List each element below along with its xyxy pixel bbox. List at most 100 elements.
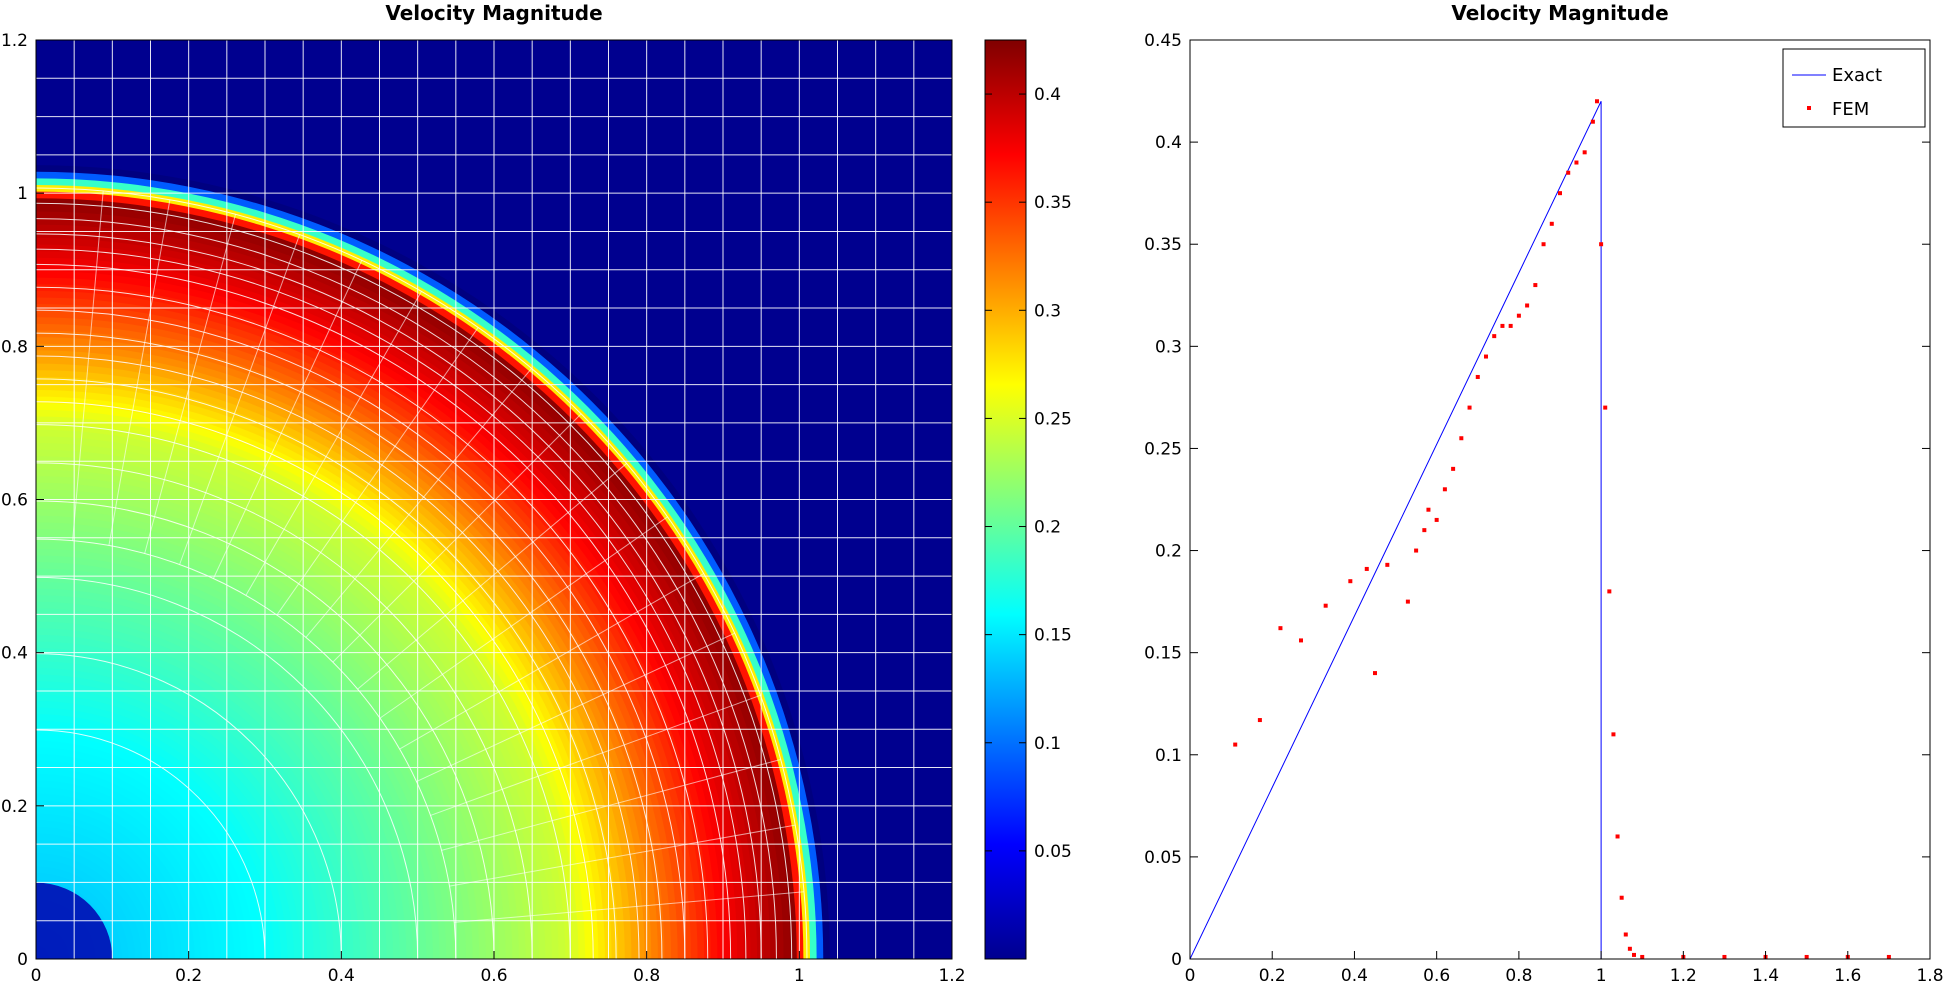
mesh-spoke [276,327,479,616]
fem-point [1257,718,1262,723]
fem-point [1459,436,1464,441]
fem-point [1299,638,1303,643]
fem-point [1323,603,1328,608]
fem-point [1508,323,1513,328]
fem-point [1442,487,1447,492]
right-x-tick-label: 1 [1596,966,1607,986]
fem-point [1804,954,1809,959]
colorbar-tick-label: 0.2 [1034,518,1061,538]
right-y-tick-label: 0.45 [1144,31,1182,51]
colorbar-tick-label: 0.3 [1034,301,1061,321]
mesh-spoke [454,891,805,923]
mesh-spoke [212,260,363,579]
mesh-spoke [441,758,781,851]
colorbar-tick-label: 0.25 [1034,409,1072,429]
right-y-tick-label: 0.3 [1155,337,1182,357]
mesh-ring [36,538,457,959]
right-axes-box [1189,39,1931,960]
left-x-tick-label: 0 [31,966,42,986]
fem-point [1405,599,1410,604]
right-y-tick-label: 0.35 [1144,235,1182,255]
fem-point [1599,242,1604,247]
left-x-tick-label: 0.2 [175,966,202,986]
legend-fem-swatch [1807,106,1811,110]
fem-point [1627,946,1632,951]
left-chart-title: Velocity Magnitude [385,1,602,25]
fem-point [1558,191,1562,196]
right-x-tick-label: 0.4 [1341,966,1368,986]
right-x-tick-label: 0.6 [1423,966,1450,986]
mesh-spoke [416,632,735,783]
colorbar-tick-label: 0.15 [1034,626,1072,646]
right-x-tick-label: 0.8 [1505,966,1532,986]
mesh-spoke [379,516,668,719]
right-plot-background [1190,40,1930,959]
left-chart: Velocity Magnitude 0 0.2 0.4 0.6 0.8 1 1.2 0 0.… [1,1,966,986]
series-exact-line [1190,101,1930,959]
left-plot-area [36,40,952,959]
mesh-spoke [332,413,582,663]
fem-point [1541,242,1546,247]
fem-point [1611,732,1616,737]
right-x-tick-label: 1.4 [1752,966,1779,986]
legend-exact-label: Exact [1832,65,1882,86]
fem-point [1364,566,1369,571]
right-y-tick-label: 0.1 [1155,746,1182,766]
colorbar-tick-label: 0.4 [1034,85,1061,105]
fem-point [1722,954,1727,959]
right-y-tick-label: 0.4 [1155,133,1182,153]
right-y-tick-label: 0.2 [1155,542,1182,562]
mesh-ring [36,729,266,959]
left-y-tick-label: 0.6 [1,491,28,511]
fem-point [1373,671,1377,676]
right-x-tick-label: 0.2 [1259,966,1286,986]
colorbar-gradient [984,39,1027,960]
fem-point [1278,626,1283,631]
fem-point [1619,895,1624,900]
right-chart-title: Velocity Magnitude [1451,1,1668,25]
left-x-tick-label: 1 [794,966,805,986]
fem-point [1640,954,1645,959]
colorbar-ticks: 0.05 0.1 0.15 0.2 0.25 0.3 0.35 0.4 [985,85,1072,862]
fem-point [1566,170,1571,175]
legend-fem-label: FEM [1832,99,1869,120]
colorbar-tick-label: 0.35 [1034,193,1072,213]
fem-point [1886,954,1891,959]
left-y-tick-label: 1 [17,184,28,204]
mesh-spoke [430,694,761,816]
right-y-tick-label: 0 [1171,950,1182,970]
right-x-tick-label: 1.2 [1670,966,1697,986]
left-x-tick-label: 0.8 [633,966,660,986]
mesh-spoke [245,291,422,596]
right-y-tick-label: 0.15 [1144,644,1182,664]
mesh-ring [36,576,419,959]
fem-point [1607,589,1612,594]
mesh-spoke [179,234,301,565]
left-x-axis: 0 0.2 0.4 0.6 0.8 1 1.2 [31,951,966,986]
fem-point [1533,283,1538,288]
fem-point [1595,99,1599,104]
mesh-spoke [399,573,704,750]
fem-point [1484,354,1488,359]
fem-point [1475,374,1480,379]
fem-point [1434,517,1439,522]
right-y-tick-label: 0.25 [1144,439,1182,459]
mesh-spoke [449,824,796,887]
fem-point [1590,119,1595,124]
mesh-ring [36,653,342,959]
fem-point [1422,528,1427,533]
mesh-spoke [108,199,171,546]
fem-point [1623,932,1628,937]
right-y-axis: 0 0.05 0.1 0.15 0.2 0.25 0.3 0.35 0.4 0.45 [1144,31,1930,970]
mesh-spoke [305,368,532,638]
left-y-tick-label: 1.2 [1,31,28,51]
mesh-spoke [72,190,104,541]
left-x-tick-label: 0.6 [480,966,507,986]
fem-point [1414,548,1419,553]
fem-point [1500,323,1505,328]
fem-point [1632,952,1636,957]
right-x-tick-label: 0 [1185,966,1196,986]
left-y-axis: 0 0.2 0.4 0.6 0.8 1 1.2 [1,31,44,970]
fem-point [1233,742,1238,747]
fem-point [1603,405,1608,410]
